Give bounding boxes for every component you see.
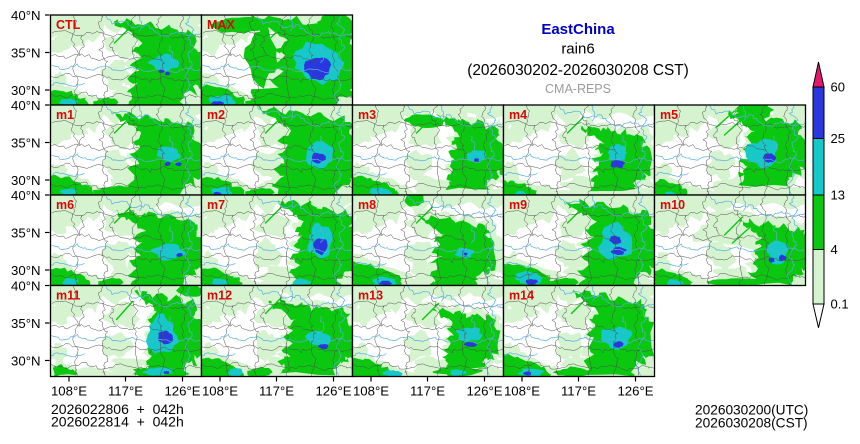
svg-text:m1: m1 <box>56 108 74 122</box>
svg-text:30°N: 30°N <box>11 353 40 368</box>
svg-text:40°N: 40°N <box>11 188 40 203</box>
svg-text:126°E: 126°E <box>315 384 351 399</box>
svg-text:m14: m14 <box>509 289 534 303</box>
svg-text:m4: m4 <box>509 108 527 122</box>
svg-text:m10: m10 <box>660 198 685 212</box>
svg-text:2026030200(UTC): 2026030200(UTC) <box>695 402 808 417</box>
svg-text:35°N: 35°N <box>11 316 40 331</box>
svg-text:4: 4 <box>831 242 838 257</box>
svg-text:30°N: 30°N <box>11 83 40 98</box>
svg-text:35°N: 35°N <box>11 225 40 240</box>
svg-text:108°E: 108°E <box>353 384 389 399</box>
svg-text:40°N: 40°N <box>11 8 40 23</box>
svg-text:108°E: 108°E <box>51 384 87 399</box>
svg-text:EastChina: EastChina <box>541 21 615 38</box>
svg-text:CTL: CTL <box>56 18 81 32</box>
svg-text:0.1: 0.1 <box>831 297 849 312</box>
svg-text:13: 13 <box>831 188 845 203</box>
svg-text:30°N: 30°N <box>11 173 40 188</box>
svg-text:40°N: 40°N <box>11 278 40 293</box>
svg-text:126°E: 126°E <box>466 384 502 399</box>
svg-text:rain6: rain6 <box>561 41 594 58</box>
svg-text:CMA-REPS: CMA-REPS <box>545 82 611 96</box>
svg-text:m8: m8 <box>358 198 376 212</box>
svg-text:2026030208(CST): 2026030208(CST) <box>695 416 808 431</box>
svg-text:108°E: 108°E <box>202 384 238 399</box>
svg-text:25: 25 <box>831 131 845 146</box>
svg-text:60: 60 <box>831 80 845 95</box>
svg-text:m11: m11 <box>56 289 80 303</box>
svg-text:30°N: 30°N <box>11 263 40 278</box>
svg-text:126°E: 126°E <box>164 384 200 399</box>
svg-text:117°E: 117°E <box>410 384 445 399</box>
svg-text:m9: m9 <box>509 198 527 212</box>
svg-text:m6: m6 <box>56 198 74 212</box>
svg-text:MAX: MAX <box>207 18 235 32</box>
svg-text:2026022814 + 042h: 2026022814 + 042h <box>51 413 184 429</box>
svg-text:m3: m3 <box>358 108 376 122</box>
svg-text:35°N: 35°N <box>11 45 40 60</box>
svg-text:108°E: 108°E <box>504 384 540 399</box>
svg-text:40°N: 40°N <box>11 98 40 113</box>
svg-text:m7: m7 <box>207 198 225 212</box>
svg-text:m2: m2 <box>207 108 225 122</box>
svg-text:2026022806 + 042h: 2026022806 + 042h <box>51 401 184 417</box>
svg-text:(2026030202-2026030208 CST): (2026030202-2026030208 CST) <box>467 62 689 79</box>
svg-text:117°E: 117°E <box>561 384 596 399</box>
svg-text:m12: m12 <box>207 289 232 303</box>
svg-text:117°E: 117°E <box>259 384 294 399</box>
svg-text:126°E: 126°E <box>617 384 653 399</box>
svg-text:117°E: 117°E <box>108 384 143 399</box>
svg-text:m13: m13 <box>358 289 383 303</box>
svg-text:m5: m5 <box>660 108 678 122</box>
svg-text:35°N: 35°N <box>11 135 40 150</box>
